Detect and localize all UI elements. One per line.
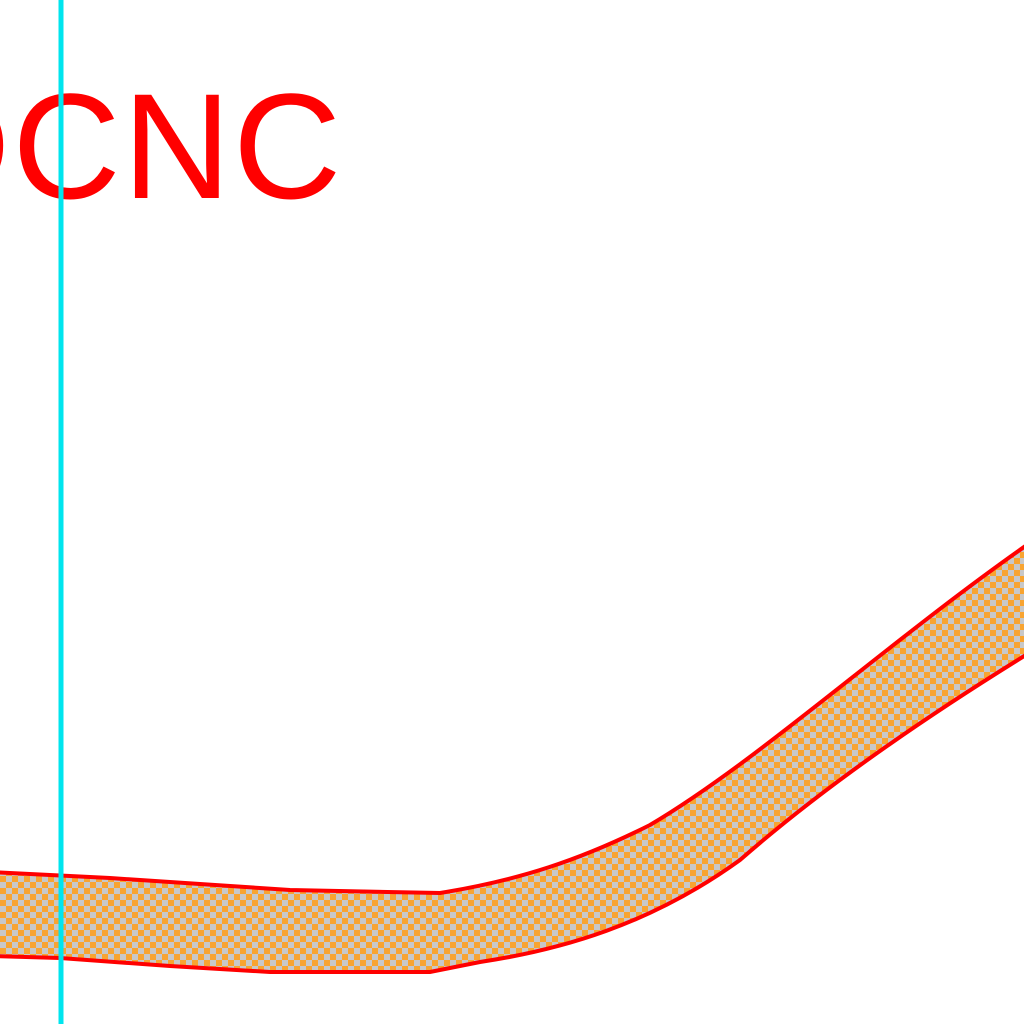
diagram-label: DCNC (0, 62, 343, 230)
curved-band (0, 544, 1024, 974)
